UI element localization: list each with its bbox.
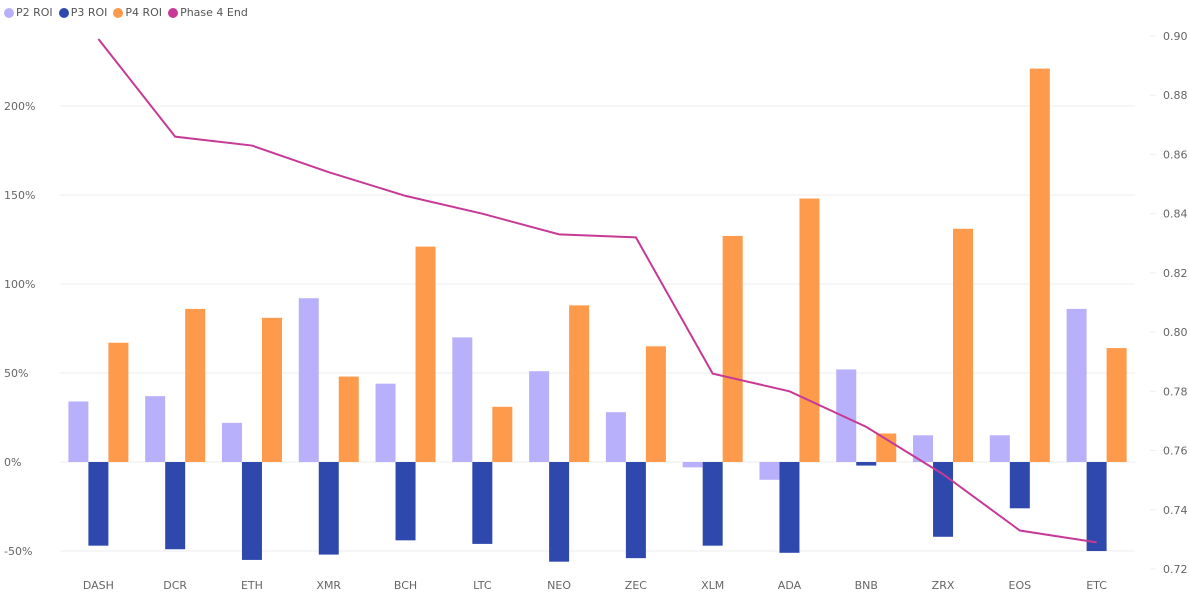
bar-p2-roi — [375, 383, 396, 463]
bar-p3-roi — [165, 462, 186, 550]
bar-p2-roi — [68, 401, 89, 463]
bar-p4-roi — [492, 406, 513, 463]
x-tick-label: ZRX — [932, 579, 955, 592]
bar-p3-roi — [1009, 462, 1030, 509]
y-right-tick-label: 0.76 — [1163, 445, 1188, 458]
legend: P2 ROI P3 ROI P4 ROI Phase 4 End — [4, 6, 248, 19]
legend-label: P4 ROI — [125, 6, 163, 19]
legend-marker-icon — [4, 7, 14, 18]
legend-item[interactable]: P3 ROI — [58, 6, 108, 19]
bar-p4-roi — [261, 317, 282, 463]
bar-p2-roi — [452, 337, 473, 463]
bar-p2-roi — [836, 369, 857, 463]
bar-p4-roi — [185, 308, 206, 463]
bar-p2-roi — [682, 462, 703, 468]
x-tick-label: EOS — [1009, 579, 1032, 592]
legend-label: P2 ROI — [16, 6, 53, 19]
bar-p2-roi — [298, 298, 319, 463]
bar-p2-roi — [989, 435, 1010, 463]
y-right-tick-label: 0.78 — [1163, 385, 1188, 398]
bar-p3-roi — [549, 462, 570, 562]
bar-p2-roi — [221, 422, 242, 463]
x-tick-label: DASH — [83, 579, 114, 592]
bar-p4-roi — [876, 433, 897, 463]
x-tick-label: BCH — [394, 579, 417, 592]
y-right-tick-label: 0.80 — [1163, 326, 1188, 339]
bar-p4-roi — [415, 246, 436, 463]
x-tick-label: XLM — [701, 579, 724, 592]
bar-p4-roi — [799, 198, 820, 463]
bar-p3-roi — [1086, 462, 1107, 552]
legend-item[interactable]: P4 ROI — [113, 6, 162, 19]
x-tick-label: XMR — [316, 579, 341, 592]
y-right-tick-label: 0.82 — [1163, 267, 1188, 280]
y-left-tick-label: 200% — [4, 100, 35, 113]
bar-p3-roi — [625, 462, 646, 559]
bar-p3-roi — [318, 462, 339, 555]
bar-p4-roi — [108, 342, 129, 463]
legend-item[interactable]: Phase 4 End — [168, 6, 248, 19]
y-left-tick-label: -50% — [4, 545, 32, 558]
bar-p3-roi — [856, 462, 877, 466]
bar-p4-roi — [1106, 348, 1127, 463]
y-right-tick-label: 0.86 — [1163, 148, 1188, 161]
y-right-tick-label: 0.72 — [1163, 563, 1188, 576]
x-tick-label: NEO — [547, 579, 571, 592]
y-right-tick-label: 0.74 — [1163, 504, 1188, 517]
legend-label: Phase 4 End — [180, 6, 248, 19]
bar-p4-roi — [645, 346, 666, 463]
legend-item[interactable]: P2 ROI — [4, 6, 53, 19]
bar-p2-roi — [913, 435, 934, 463]
bar-p3-roi — [779, 462, 800, 553]
y-left-tick-label: 50% — [4, 367, 28, 380]
bar-p2-roi — [145, 396, 166, 463]
bar-p2-roi — [1066, 308, 1087, 463]
bar-p3-roi — [88, 462, 109, 546]
y-left-tick-label: 0% — [4, 456, 21, 469]
bar-p4-roi — [953, 228, 974, 463]
y-right-tick-label: 0.84 — [1163, 208, 1188, 221]
bar-p3-roi — [702, 462, 723, 546]
x-tick-label: DCR — [163, 579, 187, 592]
x-tick-label: ETH — [241, 579, 263, 592]
x-tick-label: ZEC — [625, 579, 647, 592]
bar-p4-roi — [722, 235, 743, 463]
line-phase-4-end — [97, 38, 1097, 544]
bar-p4-roi — [569, 305, 590, 463]
y-left-tick-label: 150% — [4, 189, 35, 202]
x-tick-label: ETC — [1086, 579, 1107, 592]
bar-p3-roi — [241, 462, 262, 560]
bar-p3-roi — [933, 462, 954, 537]
bar-p3-roi — [395, 462, 416, 541]
bar-p2-roi — [759, 462, 780, 480]
bar-p4-roi — [338, 376, 359, 463]
y-left-tick-label: 100% — [4, 278, 35, 291]
y-right-tick-label: 0.90 — [1163, 30, 1188, 43]
bar-p2-roi — [529, 371, 550, 463]
legend-marker-icon — [58, 7, 69, 18]
bar-p3-roi — [472, 462, 493, 544]
x-tick-label: LTC — [473, 579, 492, 592]
bar-p4-roi — [1029, 68, 1050, 463]
legend-marker-icon — [113, 7, 124, 18]
bar-p2-roi — [605, 412, 626, 463]
y-right-tick-label: 0.88 — [1163, 89, 1188, 102]
legend-label: P3 ROI — [70, 6, 108, 19]
x-tick-label: BNB — [855, 579, 878, 592]
x-tick-label: ADA — [778, 579, 802, 592]
legend-marker-icon — [168, 7, 179, 18]
